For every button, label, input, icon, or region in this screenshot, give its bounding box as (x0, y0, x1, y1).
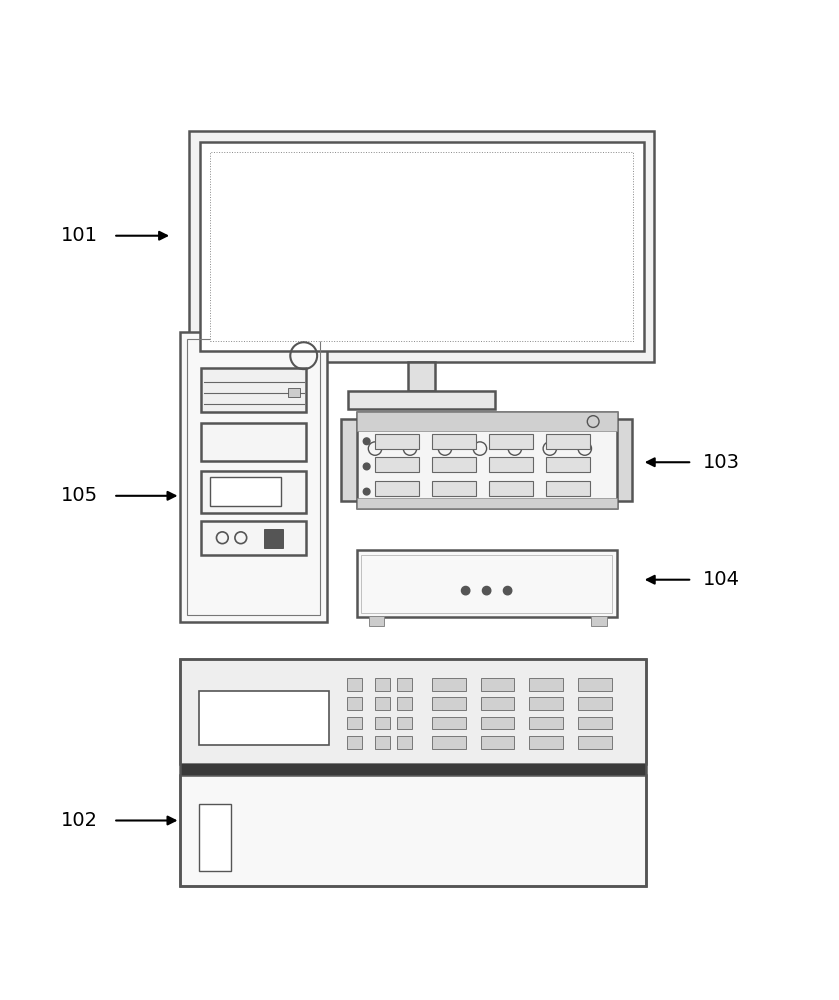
Bar (201, 471, 306, 513)
Circle shape (461, 586, 470, 595)
Bar (489, 434, 533, 449)
Bar (432, 736, 466, 749)
Bar (375, 717, 390, 729)
Bar (357, 498, 617, 508)
Bar (348, 391, 495, 409)
Bar (369, 616, 384, 626)
Bar (546, 434, 590, 449)
Bar (180, 659, 646, 764)
Bar (432, 457, 476, 472)
Bar (180, 659, 646, 886)
Bar (591, 616, 607, 626)
Bar (347, 678, 362, 691)
Bar (397, 736, 412, 749)
Bar (347, 697, 362, 710)
Bar (201, 368, 306, 412)
Text: 103: 103 (703, 453, 740, 472)
Bar (546, 457, 590, 472)
Bar (187, 339, 320, 615)
Bar (578, 736, 612, 749)
Circle shape (363, 488, 370, 495)
Bar (432, 481, 476, 496)
Bar (578, 717, 612, 729)
Bar (529, 697, 563, 710)
Bar (288, 388, 300, 397)
Bar (357, 412, 617, 431)
Circle shape (503, 586, 512, 595)
Bar (432, 678, 466, 691)
Bar (489, 457, 533, 472)
Bar (361, 555, 612, 613)
Bar (529, 736, 563, 749)
Bar (432, 697, 466, 710)
Bar (481, 678, 514, 691)
Bar (199, 691, 329, 745)
Bar (357, 412, 617, 508)
Bar (481, 736, 514, 749)
Bar (481, 717, 514, 729)
Bar (201, 521, 306, 555)
Bar (529, 717, 563, 729)
Bar (375, 678, 390, 691)
Bar (264, 529, 283, 548)
Bar (397, 697, 412, 710)
Bar (375, 736, 390, 749)
Bar (201, 423, 306, 461)
Text: 105: 105 (61, 486, 98, 505)
Bar (375, 481, 419, 496)
Circle shape (363, 463, 370, 470)
Circle shape (482, 586, 491, 595)
Text: 101: 101 (61, 226, 98, 245)
Bar (180, 764, 646, 775)
Bar (199, 804, 231, 871)
Bar (180, 775, 646, 886)
Bar (180, 332, 327, 622)
Bar (357, 550, 617, 617)
Bar (529, 678, 563, 691)
Bar (432, 717, 466, 729)
Bar (612, 419, 632, 501)
Text: 102: 102 (61, 811, 98, 830)
Bar (375, 434, 419, 449)
Bar (432, 434, 476, 449)
Bar (210, 152, 633, 341)
Bar (546, 481, 590, 496)
Bar (200, 142, 644, 351)
Bar (578, 697, 612, 710)
Bar (409, 362, 435, 391)
Bar (397, 678, 412, 691)
Bar (189, 131, 654, 362)
Bar (578, 678, 612, 691)
Bar (481, 697, 514, 710)
Bar (375, 457, 419, 472)
Bar (210, 477, 281, 506)
Bar (347, 717, 362, 729)
Circle shape (363, 438, 370, 445)
Bar (375, 697, 390, 710)
Bar (397, 717, 412, 729)
Bar (341, 419, 361, 501)
Bar (489, 481, 533, 496)
Bar (347, 736, 362, 749)
Text: 104: 104 (703, 570, 740, 589)
